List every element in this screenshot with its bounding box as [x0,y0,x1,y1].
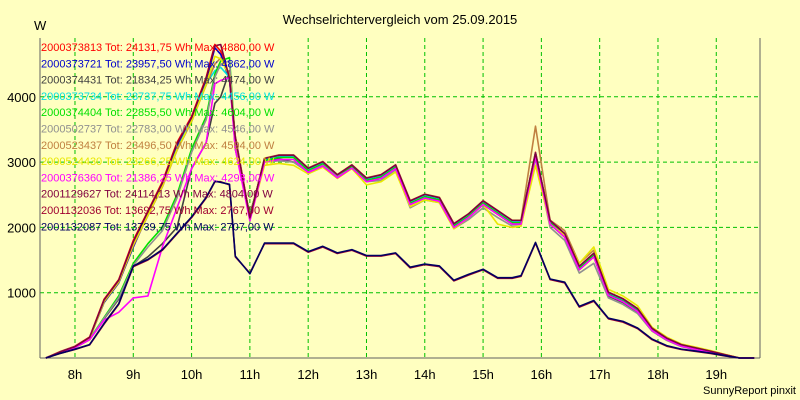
x-tick-label-10: 18h [647,367,669,382]
y-tick-label-1: 2000 [7,220,36,235]
y-tick-labels: 1000 2000 3000 4000 [7,90,36,301]
legend-entry-2000373721: 2000373721 Tot: 23957,50 Wh Max: 4862,00… [41,58,275,70]
x-tick-label-7: 15h [472,367,494,382]
x-tick-label-8: 16h [531,367,553,382]
legend: 2000373813 Tot: 24131,75 Wh Max: 4880,00… [41,42,275,233]
y-tick-label-2: 3000 [7,155,36,170]
legend-entry-2000373813: 2000373813 Tot: 24131,75 Wh Max: 4880,00… [41,42,275,54]
legend-entry-2001132036: 2001132036 Tot: 13692,75 Wh Max: 2767,00… [41,205,274,217]
y-tick-label-3: 4000 [7,90,36,105]
series-line-2001129627 [45,43,755,359]
x-tick-label-0: 8h [68,367,82,382]
legend-entry-2001129627: 2001129627 Tot: 24114,13 Wh Max: 4804,00… [41,189,273,201]
grid-lines [40,38,760,358]
x-tick-label-4: 12h [297,367,319,382]
legend-entry-2001132087: 2001132087 Tot: 13739,75 Wh Max: 2707,00… [41,221,274,233]
x-tick-label-11: 19h [705,367,727,382]
legend-entry-2000502737: 2000502737 Tot: 22783,00 Wh Max: 4546,00… [41,124,275,136]
x-tick-label-6: 14h [414,367,436,382]
series-line-2000524430 [45,55,755,359]
x-tick-label-1: 9h [126,367,140,382]
footer-credit: SunnyReport pinxit [703,385,796,397]
legend-entry-2000374404: 2000374404 Tot: 22855,50 Wh Max: 4604,00… [41,107,275,119]
y-tick-label-0: 1000 [7,286,36,301]
x-tick-label-3: 11h [240,367,261,382]
legend-entry-2000373734: 2000373734 Tot: 23737,75 Wh Max: 4456,00… [41,91,275,103]
y-axis-label: W [34,18,47,33]
legend-entry-2000523437: 2000523437 Tot: 23496,50 Wh Max: 4594,00… [41,140,275,152]
x-tick-label-2: 10h [181,367,203,382]
series-line-2001132087 [45,180,755,359]
series-lines [45,43,755,359]
plot-area [40,38,760,358]
x-tick-label-9: 17h [589,367,611,382]
legend-entry-2000376360: 2000376360 Tot: 21386,25 Wh Max: 4293,00… [41,172,275,184]
legend-entry-2000524430: 2000524430 Tot: 23266,25 Wh Max: 4624,00… [41,156,275,168]
x-tick-labels: 8h 9h 10h 11h 12h 13h 14h 15h 16h 17h 18h 19h [68,367,727,382]
x-tick-label-5: 13h [356,367,378,382]
series-line-2000502737 [45,60,755,359]
legend-entry-2000374431: 2000374431 Tot: 21834,25 Wh Max: 4474,00… [41,75,275,87]
series-line-2000376360 [45,76,755,359]
chart-title: Wechselrichtervergleich vom 25.09.2015 [283,12,518,27]
